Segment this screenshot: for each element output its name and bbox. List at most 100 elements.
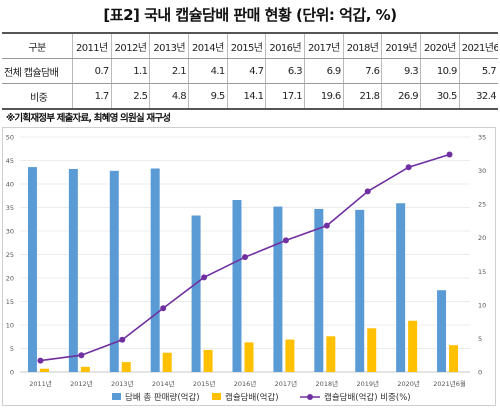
table-header-cell: 2014년 <box>188 32 228 59</box>
y-left-tick-label: 45 <box>6 157 14 165</box>
y-left-tick-label: 30 <box>6 228 14 236</box>
bar-total-sales <box>191 215 201 372</box>
table-cell: 32.4 <box>459 83 498 110</box>
page-title: [표2] 국내 캡슐담배 판매 현황 (단위: 억갑, %) <box>103 6 397 24</box>
line-point <box>364 188 371 195</box>
combo-chart: 0 5 10 15 20 25 30 35 40 45 50 0 5 10 15 20 25 30 35 2011년 2… <box>6 134 487 404</box>
y-right-tick-label: 30 <box>478 167 486 175</box>
source-note: ※기획재정부 제출자료, 최혜영 의원실 재구성 <box>6 113 171 124</box>
legend-capsule-share: 캡슐담배(억갑) 비중(%) <box>324 392 411 403</box>
table-header-row: 구분 2011년 2012년 2013년 2014년 2015년 2016년 2017년 201… <box>2 32 498 59</box>
table-cell: 6.3 <box>265 58 306 84</box>
bar-capsule-sales <box>244 342 254 372</box>
line-point <box>37 357 44 364</box>
table-cell: 7.6 <box>343 58 383 84</box>
x-tick-label: 2016년 <box>234 379 257 388</box>
y-left-tick-label: 50 <box>6 134 14 142</box>
bar-total-sales <box>27 167 37 372</box>
bar-capsule-sales <box>162 352 172 372</box>
table-row-label: 전체 캡슐담배 <box>2 58 73 84</box>
table-cell: 5.7 <box>459 58 498 84</box>
bar-capsule-sales <box>326 336 336 372</box>
y-right-tick-label: 10 <box>478 301 486 309</box>
legend-total-sales-swatch <box>112 393 121 400</box>
legend-capsule-sales-swatch <box>212 393 221 400</box>
legend-capsule-sales: 캡슐담배(억갑) <box>225 392 279 403</box>
table-cell: 0.7 <box>72 58 112 84</box>
x-tick-label: 2013년 <box>111 379 134 388</box>
y-left-tick-label: 10 <box>6 322 14 330</box>
table-cell: 9.5 <box>188 83 228 110</box>
chart-frame <box>2 127 496 406</box>
legend-total-sales: 담배 총 판매량(억갑) <box>125 392 200 403</box>
y-right-tick-label: 0 <box>478 369 482 377</box>
table-header-label: 구분 <box>2 32 73 59</box>
y-left-tick-label: 40 <box>6 181 14 189</box>
y-left-tick-label: 20 <box>6 275 14 283</box>
table-cell: 9.3 <box>381 58 422 84</box>
legend-capsule-share-marker <box>307 394 313 400</box>
bar-total-sales <box>109 170 119 372</box>
table-cell: 14.1 <box>227 83 267 110</box>
table-header-cell: 2021년6월 <box>459 32 498 59</box>
bar-total-sales <box>437 290 447 372</box>
table-row-label: 비중 <box>2 83 73 110</box>
y-left-tick-label: 15 <box>6 298 14 306</box>
bar-total-sales <box>314 208 324 372</box>
x-tick-label: 2015년 <box>193 379 216 388</box>
table-header-cell: 2020년 <box>420 32 460 59</box>
bar-total-sales <box>355 209 365 372</box>
line-point <box>282 237 289 244</box>
bar-total-sales <box>273 206 283 372</box>
x-tick-label: 2019년 <box>356 379 379 388</box>
table-cell: 26.9 <box>381 83 422 110</box>
line-point <box>160 305 167 312</box>
table-row: 비중 1.7 2.5 4.8 9.5 14.1 17.1 19.6 21.8 26.9 30.5 32… <box>2 83 498 110</box>
table-cell: 10.9 <box>420 58 460 84</box>
bar-capsule-sales <box>80 366 90 372</box>
x-tick-label: 2011년 <box>29 379 52 388</box>
x-tick-label: 2012년 <box>70 379 93 388</box>
table-cell: 1.1 <box>111 58 151 84</box>
table-cell: 6.9 <box>304 58 344 84</box>
table-cell: 30.5 <box>420 83 460 110</box>
bar-total-sales <box>232 199 242 372</box>
table-header-cell: 2011년 <box>72 32 112 59</box>
y-left-tick-label: 35 <box>6 204 14 212</box>
y-right-tick-label: 5 <box>478 335 482 343</box>
bar-total-sales <box>150 168 160 372</box>
table-cell: 4.7 <box>227 58 267 84</box>
table-cell: 1.7 <box>72 83 112 110</box>
table-cell: 4.1 <box>188 58 228 84</box>
y-left-tick-label: 25 <box>6 251 14 259</box>
x-tick-label: 2014년 <box>152 379 175 388</box>
x-tick-label: 2018년 <box>316 379 339 388</box>
x-tick-label: 2021년6월 <box>433 379 466 388</box>
bar-capsule-sales <box>121 362 131 372</box>
y-right-tick-label: 35 <box>478 134 486 142</box>
table-header-cell: 2019년 <box>381 32 422 59</box>
table-cell: 2.1 <box>149 58 190 84</box>
bar-capsule-sales <box>408 320 418 372</box>
table-header-cell: 2012년 <box>111 32 151 59</box>
line-point <box>119 336 126 343</box>
table-cell: 21.8 <box>343 83 383 110</box>
y-left-tick-label: 5 <box>10 345 14 353</box>
bar-capsule-sales <box>367 328 377 372</box>
bar-total-sales <box>396 203 406 372</box>
y-right-tick-label: 25 <box>478 201 486 209</box>
table-cell: 17.1 <box>265 83 306 110</box>
table-header-cell: 2016년 <box>265 32 306 59</box>
bar-capsule-sales <box>285 339 295 372</box>
table-header-cell: 2015년 <box>227 32 267 59</box>
table-header-cell: 2013년 <box>149 32 190 59</box>
line-point <box>446 151 453 158</box>
line-point <box>201 274 208 281</box>
sales-table: 구분 2011년 2012년 2013년 2014년 2015년 2016년 2017년 201… <box>2 32 498 110</box>
line-point <box>405 164 412 171</box>
y-left-tick-label: 0 <box>10 369 14 377</box>
line-point <box>242 254 248 261</box>
table-cell: 2.5 <box>111 83 151 110</box>
table-cell: 19.6 <box>304 83 344 110</box>
table-cell: 4.8 <box>149 83 190 110</box>
